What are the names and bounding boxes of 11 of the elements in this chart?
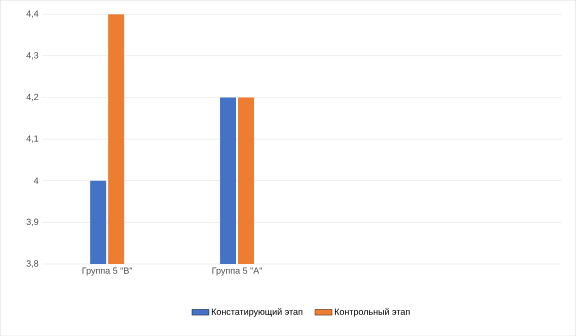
y-tick-label: 3,8 bbox=[26, 260, 38, 268]
x-tick-label: Группа 5 "А" bbox=[212, 267, 262, 276]
legend-label: Констатирующий этап bbox=[212, 308, 302, 317]
y-tick-label: 4,2 bbox=[26, 94, 38, 102]
legend-label: Контрольный этап bbox=[334, 308, 410, 317]
y-tick-label: 4,3 bbox=[26, 52, 38, 60]
y-tick-label: 4,1 bbox=[26, 135, 38, 143]
y-tick-label: 4,4 bbox=[26, 10, 38, 18]
y-tick-label: 4 bbox=[34, 178, 38, 184]
y-tick-label: 3,9 bbox=[26, 218, 38, 226]
x-tick-label: Группа 5 "В" bbox=[82, 267, 132, 276]
